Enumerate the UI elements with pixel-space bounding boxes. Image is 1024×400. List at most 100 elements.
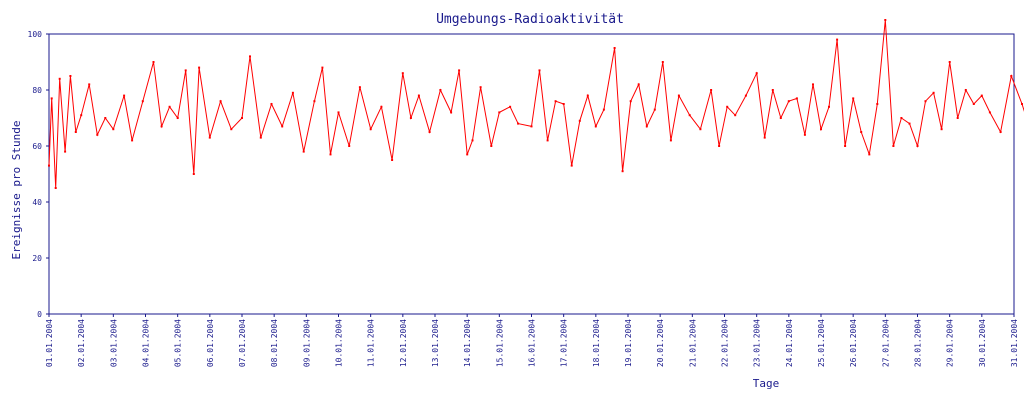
x-tick-label: 11.01.2004 [367, 319, 376, 367]
x-tick-label: 18.01.2004 [592, 319, 601, 367]
data-point [688, 114, 691, 117]
data-point [779, 117, 782, 119]
data-point [329, 153, 332, 156]
data-point [401, 72, 404, 75]
x-tick-label: 07.01.2004 [238, 319, 247, 367]
x-tick-label: 05.01.2004 [174, 319, 183, 367]
x-tick-label: 15.01.2004 [495, 319, 504, 367]
x-tick-label: 26.01.2004 [849, 319, 858, 367]
data-point [348, 145, 351, 147]
data-point [892, 145, 895, 147]
data-point [726, 105, 729, 108]
x-tick-label: 08.01.2004 [270, 319, 279, 367]
data-point [613, 47, 616, 49]
data-point [868, 153, 871, 156]
x-tick-label: 13.01.2004 [431, 319, 440, 367]
y-tick-label: 60 [32, 142, 42, 151]
data-point [471, 139, 474, 142]
data-point [184, 69, 187, 72]
data-point [104, 117, 107, 119]
data-point [812, 83, 814, 86]
x-tick-label: 12.01.2004 [399, 319, 408, 367]
data-point [88, 83, 91, 86]
data-point [699, 128, 702, 131]
x-tick-label: 14.01.2004 [463, 319, 472, 367]
data-point [669, 139, 672, 142]
data-point [380, 105, 383, 108]
x-tick-label: 31.01.2004 [1010, 319, 1019, 367]
data-point [876, 103, 879, 105]
data-point [450, 111, 453, 114]
data-point [69, 75, 72, 77]
data-point [291, 91, 294, 94]
data-point [940, 128, 943, 131]
x-tick-label: 30.01.2004 [978, 319, 987, 367]
data-point [828, 105, 830, 108]
data-point [771, 89, 774, 91]
x-axis-label: Tage [753, 377, 780, 390]
x-tick-label: 22.01.2004 [721, 319, 730, 367]
x-tick-label: 25.01.2004 [817, 319, 826, 367]
data-point [795, 97, 798, 100]
data-point [932, 91, 935, 94]
data-point [131, 139, 134, 142]
data-point [844, 145, 847, 147]
data-point [924, 100, 927, 103]
data-point [820, 128, 822, 131]
y-tick-label: 40 [32, 198, 42, 207]
x-tick-label: 20.01.2004 [656, 319, 665, 367]
x-tick-label: 28.01.2004 [914, 319, 923, 367]
data-point [409, 117, 412, 119]
data-point [141, 100, 144, 103]
y-axis-label: Ereignisse pro Stunde [10, 120, 23, 259]
data-point [428, 131, 431, 133]
y-tick-label: 0 [37, 310, 42, 319]
x-tick-label: 19.01.2004 [624, 319, 633, 367]
x-tick-label: 04.01.2004 [142, 319, 151, 367]
y-tick-label: 20 [32, 254, 42, 263]
data-point [80, 114, 83, 117]
data-point [259, 136, 262, 139]
data-point [490, 145, 493, 147]
data-point [718, 145, 721, 147]
data-point [498, 111, 501, 114]
data-point [653, 108, 656, 111]
x-tick-label: 02.01.2004 [77, 319, 86, 367]
data-point [64, 150, 67, 153]
data-point [755, 72, 758, 75]
data-point [594, 125, 597, 128]
x-tick-label: 03.01.2004 [109, 319, 118, 367]
x-tick-label: 16.01.2004 [528, 319, 537, 367]
data-point [980, 94, 983, 97]
data-point [948, 61, 951, 63]
data-point [152, 61, 155, 63]
data-point [321, 66, 324, 69]
data-point [787, 100, 790, 103]
data-point [58, 77, 61, 80]
chart-title: Umgebungs-Radioaktivität [436, 12, 624, 27]
data-point [50, 97, 53, 100]
data-point [852, 97, 855, 100]
data-point [96, 133, 99, 136]
data-point [112, 128, 115, 131]
data-point [198, 66, 201, 69]
data-point [637, 83, 640, 86]
data-point [302, 150, 305, 153]
data-point [270, 103, 273, 105]
data-point [241, 117, 243, 119]
data-point [734, 114, 737, 117]
data-point [208, 136, 211, 139]
data-point [74, 131, 77, 133]
data-point [988, 111, 991, 114]
data-point [602, 108, 605, 111]
x-tick-label: 01.01.2004 [45, 319, 54, 367]
data-point [586, 94, 589, 97]
series-line [48, 19, 1024, 189]
data-point [645, 125, 648, 128]
data-point [530, 125, 533, 128]
data-point [570, 164, 573, 167]
data-point [621, 170, 624, 173]
data-point [916, 145, 919, 147]
x-tick-label: 23.01.2004 [753, 319, 762, 367]
data-point [661, 61, 664, 63]
